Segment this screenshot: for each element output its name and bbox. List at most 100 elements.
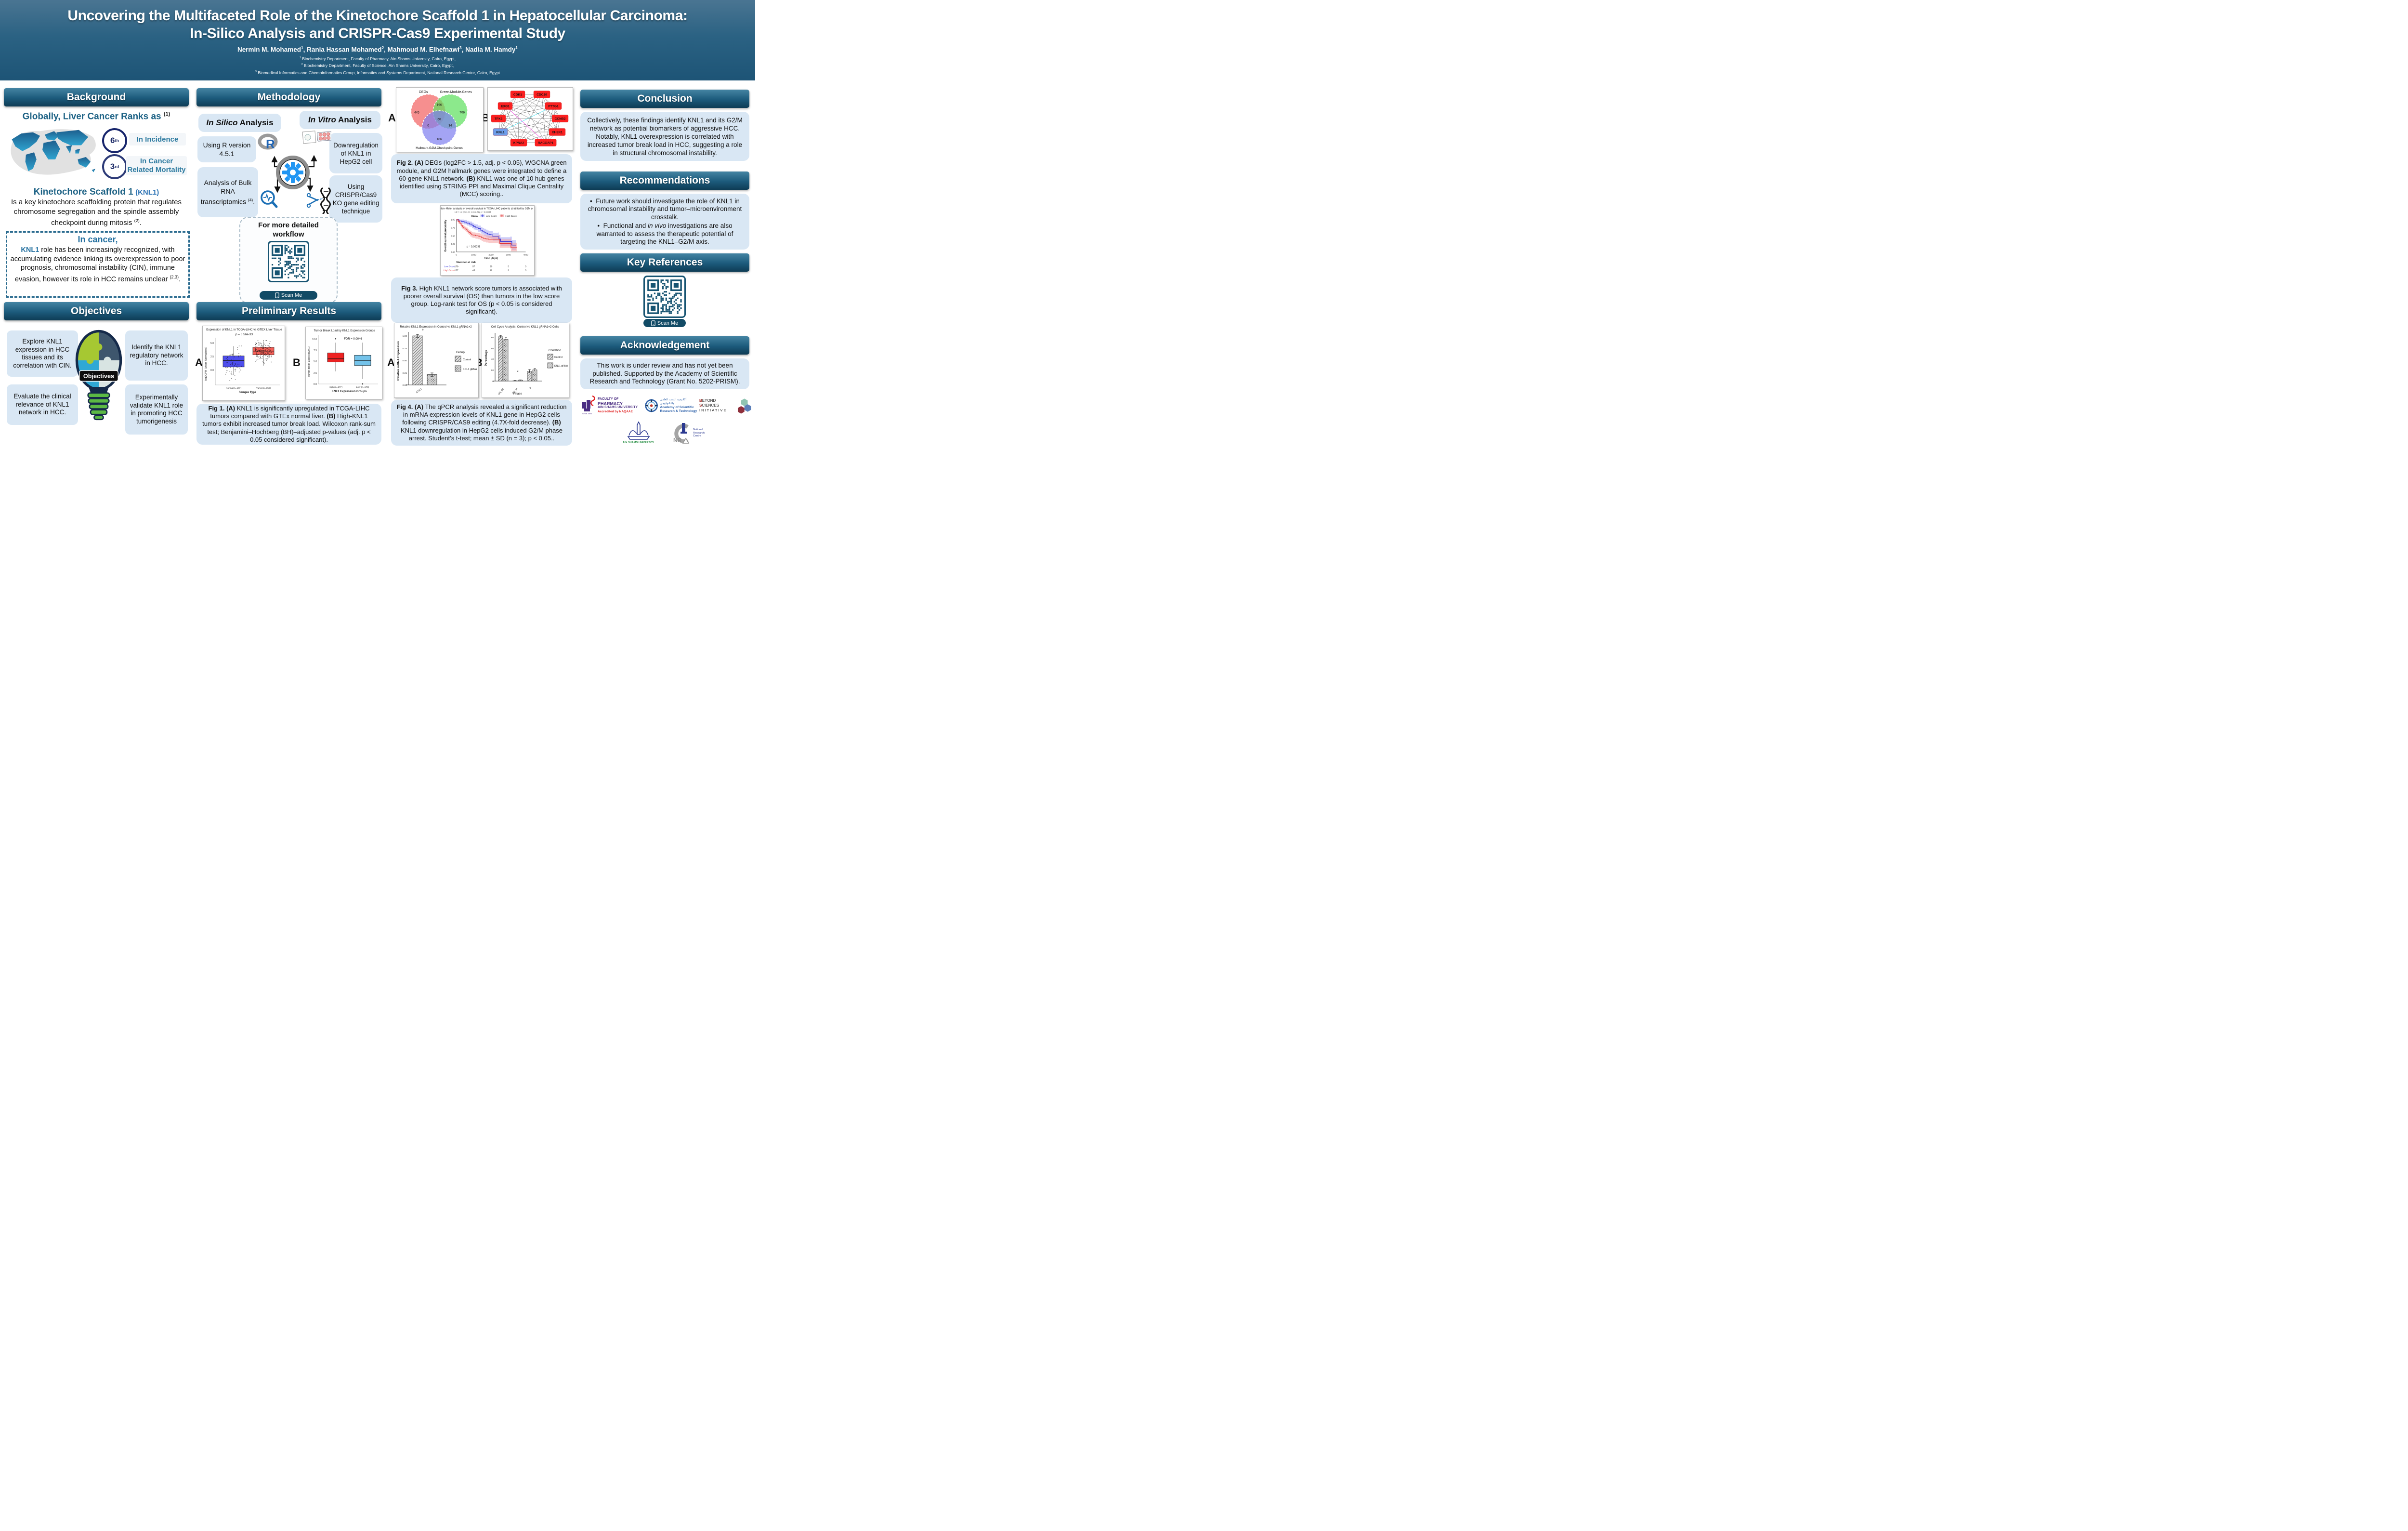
svg-text:Control: Control (463, 358, 471, 361)
objectives-header: Objectives (4, 302, 189, 320)
author: Nermin M. Mohamed (237, 46, 301, 53)
svg-text:Sample Type: Sample Type (239, 391, 257, 394)
fig2-panel-a-label: A (388, 112, 396, 124)
svg-text:57: 57 (472, 265, 475, 268)
svg-text:Tumor Break Load (log2+1): Tumor Break Load (log2+1) (308, 346, 311, 377)
nrc-logo: NR National Research Centre (670, 421, 717, 445)
svg-text:80: 80 (491, 336, 494, 339)
gear-icon (276, 156, 310, 189)
svg-text:NR: NR (673, 437, 682, 444)
svg-text:20: 20 (491, 369, 494, 372)
svg-text:Number at risk: Number at risk (457, 261, 476, 264)
svg-text:CDC20: CDC20 (537, 93, 547, 96)
svg-text:1.00: 1.00 (451, 219, 455, 221)
liver-cancer-rank-title: Globally, Liver Cancer Ranks as (1) (22, 111, 170, 122)
svg-text:60: 60 (491, 347, 494, 350)
methodology-diagram: R (258, 131, 331, 214)
svg-text:Expression of KNL1 in TCGA-LIH: Expression of KNL1 in TCGA-LIHC vs GTEX … (206, 328, 282, 331)
recommendation-item-2: • Functional and in vivo investigations … (596, 222, 733, 245)
fig2-caption: Fig 2. (A) DEGs (log2FC > 1.5, adj. p < … (391, 154, 572, 203)
svg-text:196: 196 (437, 104, 442, 107)
fig1a-boxplot-panel: Expression of KNL1 in TCGA-LIHC vs GTEX … (202, 326, 285, 401)
svg-text:KNL1 gRNA1+2: KNL1 gRNA1+2 (554, 365, 568, 368)
svg-text:Time (days): Time (days) (484, 257, 498, 260)
key-references-qr-code (643, 276, 686, 318)
svg-text:CDK1: CDK1 (513, 93, 522, 96)
svg-text:HR = 1.9 (95% CI: 1.33-2.71),: HR = 1.9 (95% CI: 1.33-2.71), p = 0.0004… (455, 211, 491, 213)
bulb-label: Objectives (83, 372, 114, 380)
in-cancer-title: In cancer, (78, 235, 118, 244)
key-references-scan-me-pill: Scan Me (643, 319, 686, 327)
svg-text:0: 0 (492, 380, 494, 383)
svg-text:Low Score: Low Score (486, 215, 497, 218)
svg-text:TPX2: TPX2 (495, 117, 503, 120)
svg-text:40: 40 (491, 358, 494, 361)
svg-text:2: 2 (508, 269, 509, 272)
svg-text:DEGs: DEGs (419, 91, 428, 94)
workflow-qr-code (268, 241, 309, 282)
fig4a-qpcr-panel: Relative KNL1 Expression in Control vs K… (394, 323, 482, 398)
svg-text:Group: Group (456, 351, 465, 354)
svg-text:Condition: Condition (549, 349, 562, 352)
svg-text:0: 0 (427, 124, 429, 127)
svg-text:KNL1 gRNA1+2: KNL1 gRNA1+2 (463, 368, 477, 371)
svg-text:Percentage: Percentage (484, 349, 488, 366)
ain-shams-university-logo: AIN SHAMS UNIVERSITY (623, 421, 657, 445)
objective-item-1: Explore KNL1 expression in HCC tissues a… (7, 330, 78, 377)
svg-text:Strata: Strata (471, 215, 478, 218)
svg-text:3000: 3000 (506, 254, 511, 256)
nrc-logo-icon: NR (673, 423, 690, 444)
fig2a-venn-panel: DEGs Green.Module.Genes 445 196 706 0 60… (396, 87, 484, 152)
svg-text:2.5: 2.5 (210, 356, 214, 358)
recommendation-item-1: • Future work should investigate the rol… (588, 197, 742, 221)
fig3-caption: Fig 3. High KNL1 network score tumors is… (391, 277, 572, 323)
fig4b-cellcycle-panel: Cell Cycle Analysis: Control vs KNL1 gRN… (482, 323, 572, 398)
svg-text:Phase: Phase (513, 392, 523, 396)
fig1b-boxplot: Tumor Break Load by KNL1 Expression Grou… (308, 330, 378, 393)
svg-text:RACGAP1: RACGAP1 (538, 141, 554, 145)
svg-text:EXO1: EXO1 (501, 105, 510, 108)
world-map-image (11, 129, 96, 175)
workflow-scan-me-pill: Scan Me (260, 291, 317, 300)
crispr-box: Using CRISPR/Cas9 KO gene editing techni… (329, 175, 382, 223)
objective-item-3: Evaluate the clinical relevance of KNL1 … (7, 384, 78, 425)
workflow-note: For more detailed workflow (258, 221, 319, 238)
beyond-sciences-logo: BEYOND SCIENCES INITIATIVE (699, 392, 751, 419)
in-cancer-text: KNL1 role has been increasingly recogniz… (10, 246, 185, 283)
well-plate-icon (302, 131, 331, 144)
svg-text:Kaplan–Meier analysis of overa: Kaplan–Meier analysis of overall surviva… (441, 208, 533, 211)
pharmacy-logo-icon: Since 1994 (582, 395, 595, 415)
svg-text:4000: 4000 (523, 254, 528, 256)
pharmacy-faculty-logo: Since 1994 FACULTY OF PHARMACY AIN SHAMS… (582, 392, 641, 419)
svg-text:10.0: 10.0 (312, 338, 317, 341)
rank-6th-label: In Incidence (129, 133, 186, 145)
svg-text:KNL1 Expression Groups: KNL1 Expression Groups (332, 390, 367, 393)
conclusion-text: Collectively, these findings identify KN… (580, 112, 749, 161)
author: Nadia M. Hamdy (465, 46, 516, 53)
rna-transcriptomics-box: Analysis of Bulk RNA transcriptomics (4)… (197, 167, 258, 217)
svg-text:34: 34 (448, 124, 452, 127)
fig1b-boxplot-panel: Tumor Break Load by KNL1 Expression Grou… (305, 327, 382, 399)
fig4a-qpcr-bar-chart: Relative KNL1 Expression in Control vs K… (397, 326, 482, 394)
svg-text:0.50: 0.50 (403, 359, 407, 362)
svg-text:Control: Control (554, 356, 563, 359)
svg-text:FDR = 0.0046: FDR = 0.0046 (344, 338, 362, 341)
svg-text:3: 3 (508, 265, 509, 268)
svg-text:High Score: High Score (444, 269, 455, 272)
svg-text:0.25: 0.25 (403, 372, 407, 375)
svg-text:Tumor(n=358): Tumor(n=358) (256, 387, 271, 390)
svg-text:0.25: 0.25 (451, 243, 455, 245)
acknowledgement-text: This work is under review and has not ye… (580, 358, 749, 389)
objectives-lightbulb-icon: Objectives (75, 330, 122, 421)
beyond-sciences-hexagons-icon (737, 398, 751, 414)
svg-text:High (n=177): High (n=177) (329, 386, 342, 389)
knl1-title: Kinetochore Scaffold 1 (KNL1) (33, 187, 159, 197)
preliminary-results-header: Preliminary Results (196, 302, 381, 320)
in-vitro-analysis-label: In Vitro Analysis (300, 111, 380, 129)
svg-text:R: R (266, 137, 275, 151)
svg-text:0: 0 (525, 269, 526, 272)
phone-icon (651, 320, 655, 326)
svg-text:Since 1994: Since 1994 (582, 412, 592, 415)
svg-text:Relative KNL1 Expression in Co: Relative KNL1 Expression in Control vs K… (400, 326, 472, 329)
